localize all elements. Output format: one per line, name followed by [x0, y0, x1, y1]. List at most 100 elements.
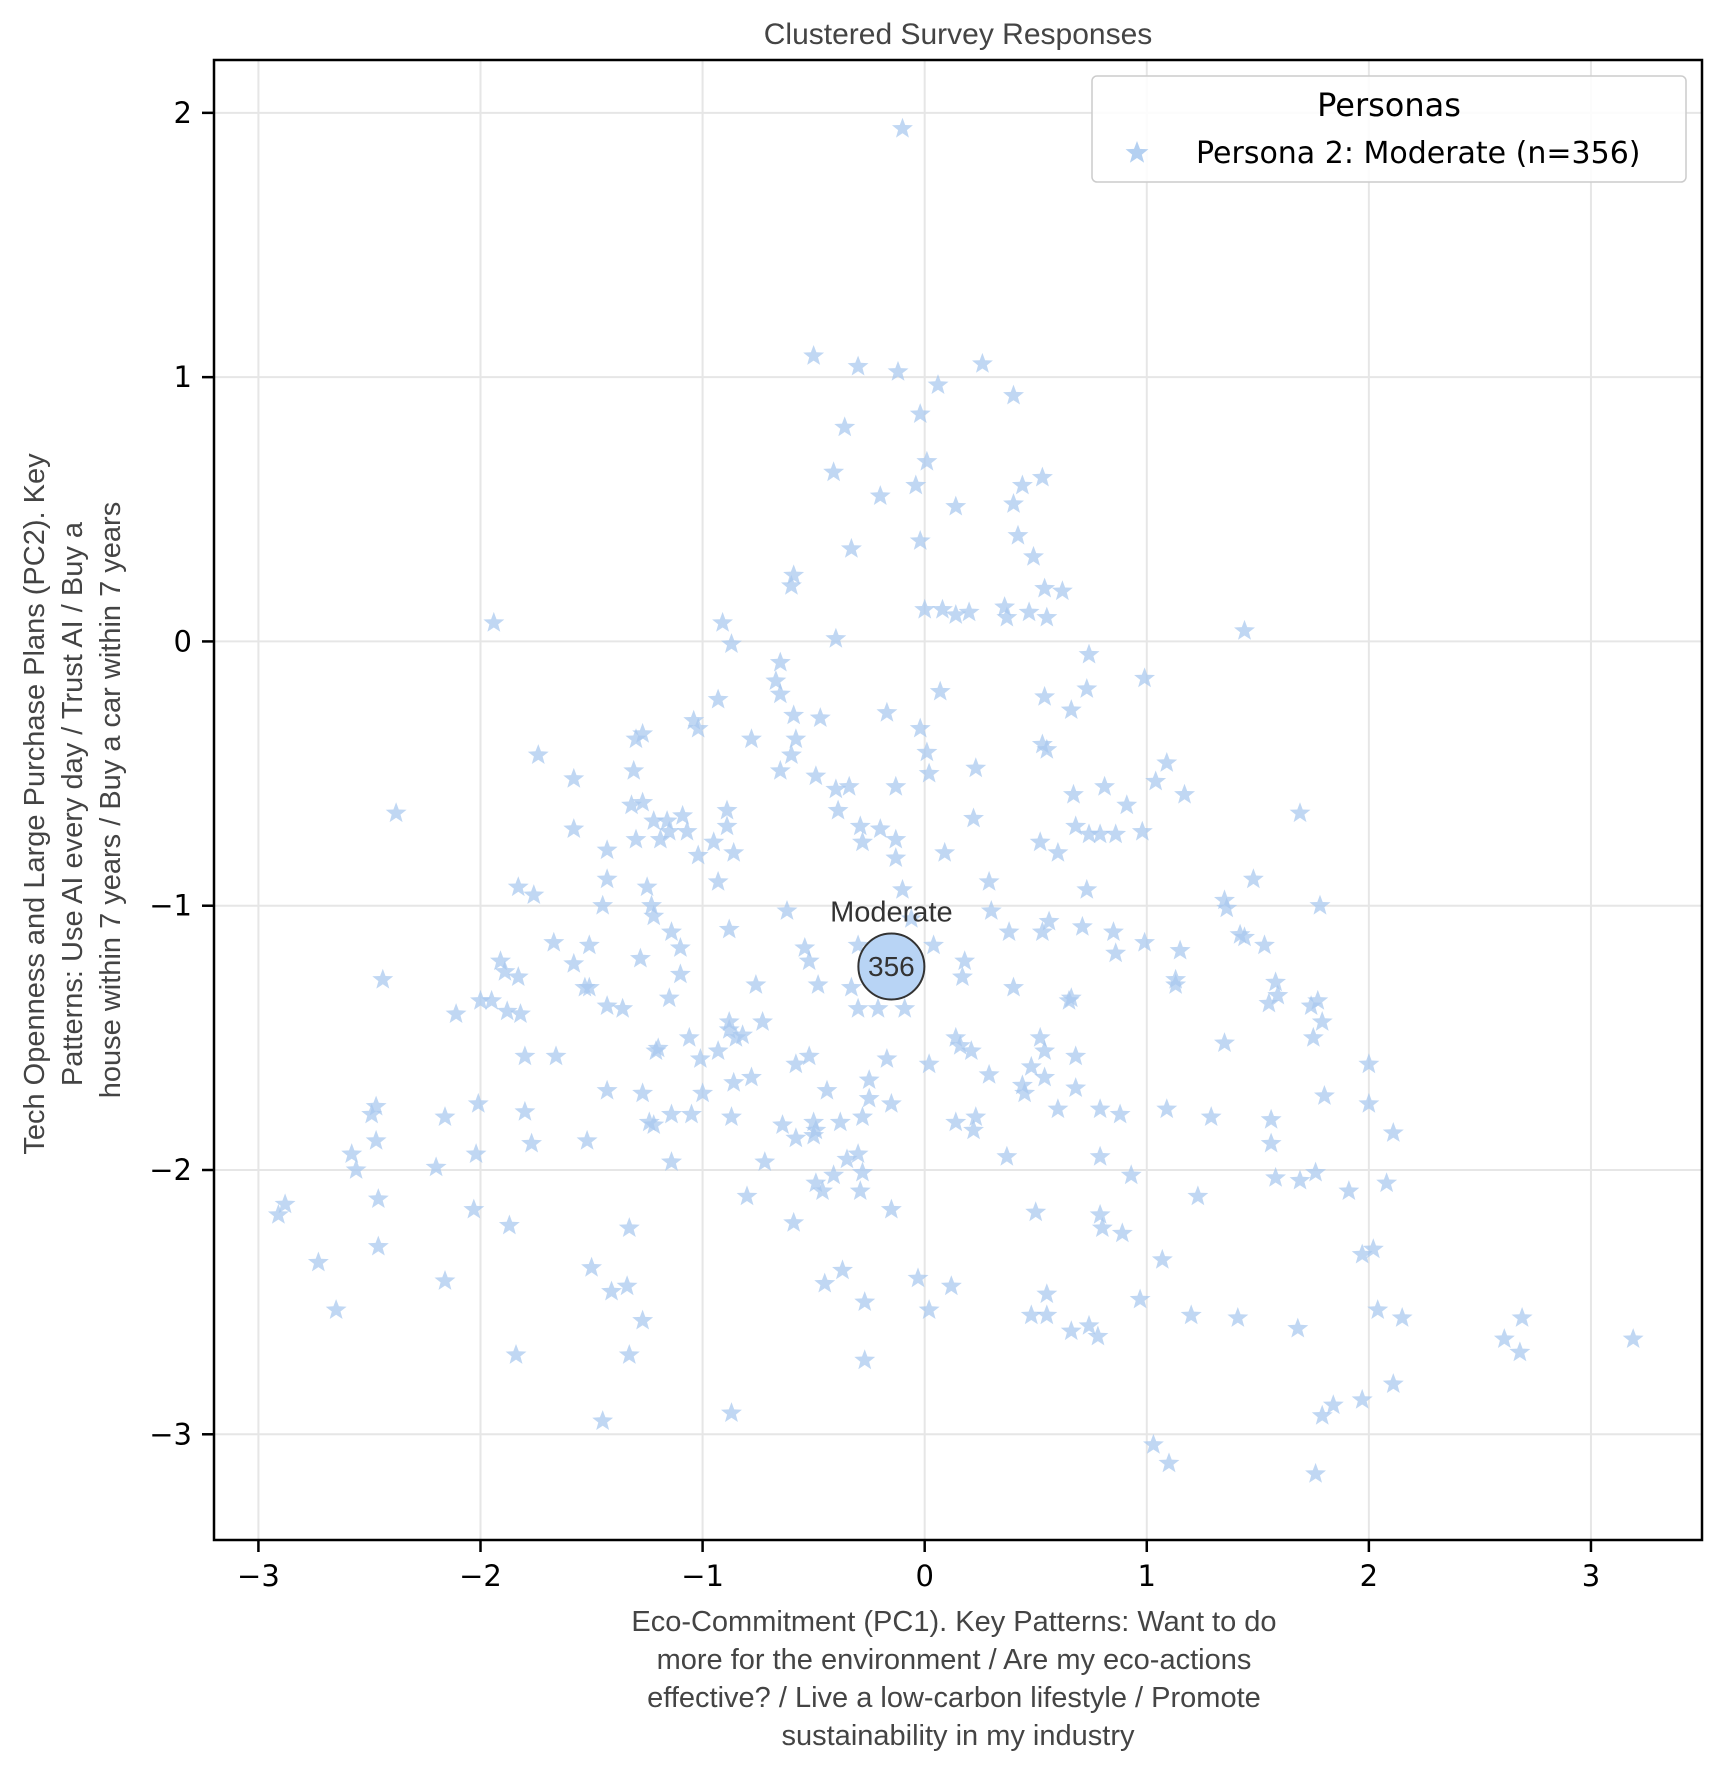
data-point-star [1258, 992, 1280, 1013]
data-point-star [481, 989, 503, 1010]
data-point-star [723, 1071, 745, 1092]
chart-title: Clustered Survey Responses [764, 18, 1153, 51]
data-point-star [1058, 989, 1080, 1010]
data-point-star [894, 997, 916, 1018]
data-point-star [1034, 685, 1056, 706]
data-point-star [523, 884, 545, 904]
data-point-star [1287, 1317, 1309, 1338]
data-point-star [838, 775, 860, 796]
data-point-star [783, 704, 805, 725]
data-point-star [521, 1132, 542, 1153]
data-point-star [1091, 1217, 1113, 1237]
data-point-star [825, 778, 847, 799]
data-point-star [1089, 1203, 1111, 1224]
data-point-star [1509, 1341, 1531, 1362]
y-axis-label-line: Tech Openness and Large Purchase Plans (… [19, 453, 51, 1155]
data-point-star [1105, 823, 1127, 844]
x-axis-label-line: effective? / Live a low-carbon lifestyle… [647, 1682, 1261, 1714]
data-point-star [596, 868, 618, 889]
data-point-star [1216, 897, 1238, 918]
data-point-star [716, 799, 738, 820]
data-point-star [918, 762, 940, 783]
data-point-star [741, 1066, 762, 1087]
data-point-star [1254, 934, 1275, 955]
data-point-star [952, 966, 973, 986]
data-point-star [681, 1103, 702, 1124]
data-point-star [576, 1129, 598, 1150]
data-point-star [996, 606, 1018, 627]
data-point-star [658, 820, 680, 841]
data-point-star [1065, 1077, 1087, 1097]
data-point-star [945, 1111, 967, 1132]
data-point-star [858, 1069, 880, 1089]
data-point-star [1003, 493, 1024, 513]
data-point-star [507, 876, 529, 897]
data-point-star [798, 1045, 820, 1066]
data-point-star [1200, 1106, 1222, 1126]
data-point-star [1151, 1248, 1173, 1269]
data-point-star [960, 1040, 982, 1060]
data-point-star [692, 1082, 714, 1103]
data-point-star [494, 960, 516, 981]
data-point-star [1338, 1180, 1360, 1200]
data-point-star [510, 1003, 531, 1023]
data-point-star [1234, 926, 1255, 947]
data-point-star [945, 1026, 967, 1047]
data-point-star [707, 688, 729, 709]
data-point-star [1094, 775, 1115, 796]
data-point-star [1511, 1307, 1533, 1327]
x-axis-label: Eco-Commitment (PC1). Key Patterns: Want… [631, 1606, 1284, 1752]
data-point-star [1358, 1092, 1380, 1113]
data-point-star [267, 1203, 289, 1224]
data-point-star [965, 1106, 987, 1126]
data-point-star [914, 598, 936, 619]
data-point-star [669, 937, 691, 957]
data-point-star [1351, 1243, 1373, 1264]
data-point-star [927, 374, 949, 394]
data-point-star [1076, 678, 1098, 698]
data-point-star [803, 1124, 825, 1145]
data-point-star [769, 651, 791, 672]
data-point-star [1305, 1161, 1326, 1182]
cluster-centroid-marker [857, 932, 926, 1001]
x-axis-label-line: sustainability in my industry [782, 1720, 1135, 1752]
data-point-star [707, 1040, 729, 1060]
data-point-star [596, 1079, 618, 1100]
data-point-star [1031, 921, 1053, 941]
data-point-star [463, 1198, 485, 1219]
data-point-star [1174, 783, 1195, 804]
y-tick-label: −3 [149, 1417, 192, 1451]
data-point-star [869, 818, 891, 838]
data-point-star [1003, 976, 1024, 997]
data-point-star [514, 1045, 536, 1066]
data-point-star [998, 921, 1020, 941]
data-point-star [814, 1272, 836, 1293]
data-point-star [643, 905, 665, 926]
data-point-star [1305, 1462, 1326, 1483]
legend: Personas Persona 2: Moderate (n=356) [1091, 75, 1687, 183]
data-point-star [1011, 1074, 1033, 1095]
data-point-star [1376, 1172, 1398, 1193]
data-point-star [772, 1114, 793, 1134]
data-point-star [834, 416, 856, 437]
data-point-star [678, 1026, 700, 1047]
data-point-star [1311, 1404, 1333, 1425]
data-point-star [274, 1193, 296, 1214]
data-point-star [1060, 1320, 1082, 1341]
data-point-star [745, 974, 767, 994]
data-point-star [958, 601, 980, 622]
data-point-star [1311, 1011, 1333, 1031]
data-point-star [934, 841, 956, 862]
data-point-star [1047, 1098, 1069, 1119]
data-point-star [1129, 1288, 1151, 1309]
data-point-star [1307, 989, 1329, 1010]
data-point-star [809, 707, 831, 727]
data-point-star [909, 403, 931, 423]
data-point-star [625, 828, 647, 849]
data-point-star [832, 1259, 853, 1280]
data-point-star [1003, 384, 1024, 405]
data-point-star [687, 844, 709, 865]
data-point-star [514, 1100, 536, 1121]
data-point-star [732, 1024, 753, 1045]
data-point-star [625, 728, 647, 749]
